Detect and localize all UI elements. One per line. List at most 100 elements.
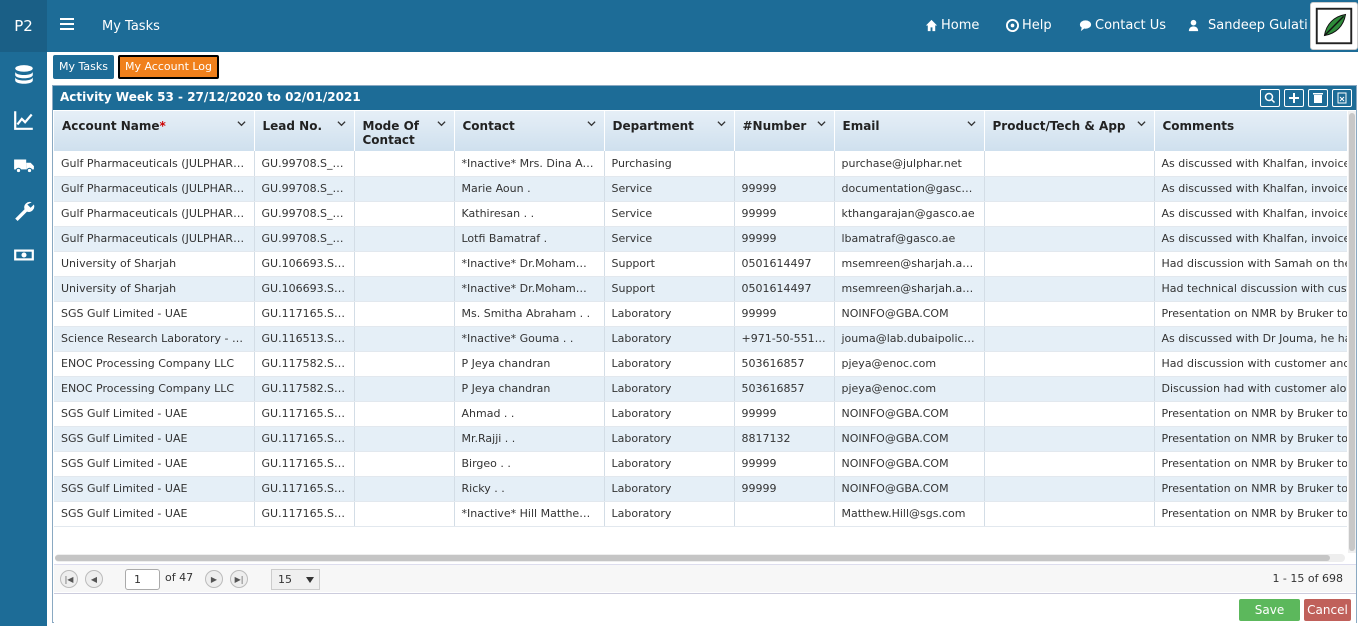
table-cell[interactable]: GU.99708.S_.0619 — [254, 201, 355, 227]
table-cell[interactable]: GU.106693.S_.1220 — [254, 251, 355, 277]
table-cell[interactable]: 503616857 — [734, 351, 835, 377]
table-cell[interactable]: NOINFO@GBA.COM — [834, 426, 985, 452]
table-cell[interactable]: +971-50-5518677 — [734, 326, 835, 352]
table-cell[interactable]: Presentation on NMR by Bruker to SGS F — [1154, 401, 1347, 427]
table-cell[interactable] — [354, 201, 455, 227]
table-cell[interactable]: jouma@lab.dubaipolice.ae — [834, 326, 985, 352]
table-cell[interactable]: Birgeo . . — [454, 451, 605, 477]
chart-icon[interactable] — [0, 97, 47, 142]
table-row[interactable]: Science Research Laboratory - Dubai Poli… — [54, 326, 1347, 352]
table-cell[interactable] — [354, 426, 455, 452]
table-cell[interactable]: Presentation on NMR by Bruker to SGS F — [1154, 501, 1347, 527]
table-cell[interactable]: Lotfi Bamatraf . — [454, 226, 605, 252]
table-cell[interactable] — [984, 301, 1155, 327]
table-cell[interactable] — [354, 276, 455, 302]
contact-us-link[interactable]: Contact Us — [1079, 18, 1166, 33]
table-cell[interactable] — [354, 501, 455, 527]
table-cell[interactable]: Laboratory — [604, 351, 735, 377]
table-cell[interactable] — [354, 476, 455, 502]
table-cell[interactable]: *Inactive* Gouma . . — [454, 326, 605, 352]
table-cell[interactable] — [354, 251, 455, 277]
table-cell[interactable]: SGS Gulf Limited - UAE — [54, 426, 255, 452]
table-cell[interactable]: 99999 — [734, 201, 835, 227]
column-header[interactable]: Comments — [1154, 111, 1347, 151]
table-cell[interactable]: 99999 — [734, 301, 835, 327]
cancel-button[interactable]: Cancel — [1304, 599, 1351, 621]
table-cell[interactable]: Gulf Pharmaceuticals (JULPHAR) - UAE — [54, 151, 255, 177]
table-cell[interactable]: Service — [604, 176, 735, 202]
table-cell[interactable]: GU.117165.S_.1220 — [254, 401, 355, 427]
table-cell[interactable]: Ms. Smitha Abraham . . — [454, 301, 605, 327]
table-cell[interactable]: Gulf Pharmaceuticals (JULPHAR) - UAE — [54, 201, 255, 227]
table-cell[interactable]: GU.99708.S_.0619 — [254, 226, 355, 252]
add-button[interactable] — [1284, 89, 1304, 107]
table-row[interactable]: Gulf Pharmaceuticals (JULPHAR) - UAE GU.9… — [54, 201, 1347, 227]
horizontal-scrollbar[interactable] — [55, 554, 1345, 562]
table-cell[interactable]: Discussion had with customer along wit — [1154, 376, 1347, 402]
table-row[interactable]: ENOC Processing Company LLC GU.117582.S_.… — [54, 351, 1347, 377]
table-cell[interactable]: Presentation on NMR by Bruker to SGS F — [1154, 476, 1347, 502]
table-cell[interactable] — [984, 251, 1155, 277]
table-cell[interactable]: Laboratory — [604, 326, 735, 352]
delete-button[interactable] — [1308, 89, 1328, 107]
table-cell[interactable]: Had technical discussion with customer — [1154, 276, 1347, 302]
table-cell[interactable]: GU.117165.S_.1220 — [254, 476, 355, 502]
table-cell[interactable] — [734, 151, 835, 177]
table-cell[interactable]: Presentation on NMR by Bruker to SGS F — [1154, 451, 1347, 477]
table-cell[interactable] — [354, 376, 455, 402]
table-cell[interactable]: 99999 — [734, 176, 835, 202]
table-cell[interactable]: lbamatraf@gasco.ae — [834, 226, 985, 252]
table-cell[interactable]: 99999 — [734, 451, 835, 477]
table-cell[interactable] — [984, 426, 1155, 452]
table-cell[interactable]: University of Sharjah — [54, 251, 255, 277]
chevron-down-icon[interactable] — [1136, 119, 1146, 128]
column-header[interactable]: Product/Tech & App — [984, 111, 1155, 151]
first-page-button[interactable]: |◀ — [60, 570, 78, 588]
table-cell[interactable] — [734, 501, 835, 527]
table-cell[interactable]: *Inactive* Dr.Mohammad Harb — [454, 251, 605, 277]
chevron-down-icon[interactable] — [436, 119, 446, 128]
search-button[interactable] — [1260, 89, 1280, 107]
table-cell[interactable]: Laboratory — [604, 376, 735, 402]
table-cell[interactable]: kthangarajan@gasco.ae — [834, 201, 985, 227]
table-cell[interactable]: msemreen@sharjah.ac.ae — [834, 251, 985, 277]
column-header[interactable]: Lead No. — [254, 111, 355, 151]
table-cell[interactable] — [354, 351, 455, 377]
table-cell[interactable]: NOINFO@GBA.COM — [834, 451, 985, 477]
table-cell[interactable]: purchase@julphar.net — [834, 151, 985, 177]
table-cell[interactable] — [984, 351, 1155, 377]
chevron-down-icon[interactable] — [236, 119, 246, 128]
table-cell[interactable] — [984, 226, 1155, 252]
table-cell[interactable]: SGS Gulf Limited - UAE — [54, 451, 255, 477]
table-cell[interactable]: Science Research Laboratory - Dubai Poli… — [54, 326, 255, 352]
table-cell[interactable] — [354, 151, 455, 177]
table-cell[interactable]: Ricky . . — [454, 476, 605, 502]
table-cell[interactable]: P Jeya chandran — [454, 351, 605, 377]
page-number-input[interactable]: 1 — [125, 569, 160, 590]
table-cell[interactable]: Support — [604, 251, 735, 277]
column-header[interactable]: Account Name* — [54, 111, 255, 151]
table-cell[interactable]: 99999 — [734, 226, 835, 252]
table-cell[interactable] — [354, 301, 455, 327]
table-cell[interactable]: Laboratory — [604, 476, 735, 502]
table-cell[interactable] — [354, 226, 455, 252]
table-cell[interactable]: *Inactive* Hill Matthew . . — [454, 501, 605, 527]
table-cell[interactable] — [984, 476, 1155, 502]
table-cell[interactable]: documentation@gasco.ae — [834, 176, 985, 202]
table-cell[interactable]: 99999 — [734, 476, 835, 502]
table-cell[interactable]: P Jeya chandran — [454, 376, 605, 402]
table-cell[interactable]: Laboratory — [604, 301, 735, 327]
table-cell[interactable]: Had discussion with customer and custo — [1154, 351, 1347, 377]
table-cell[interactable] — [354, 326, 455, 352]
chevron-down-icon[interactable] — [336, 119, 346, 128]
table-cell[interactable]: Had discussion with Samah on the quot — [1154, 251, 1347, 277]
app-logo[interactable]: P2 — [0, 0, 47, 52]
money-icon[interactable] — [0, 232, 47, 277]
table-cell[interactable] — [354, 401, 455, 427]
table-cell[interactable]: Laboratory — [604, 401, 735, 427]
table-cell[interactable]: ENOC Processing Company LLC — [54, 376, 255, 402]
table-cell[interactable]: NOINFO@GBA.COM — [834, 401, 985, 427]
